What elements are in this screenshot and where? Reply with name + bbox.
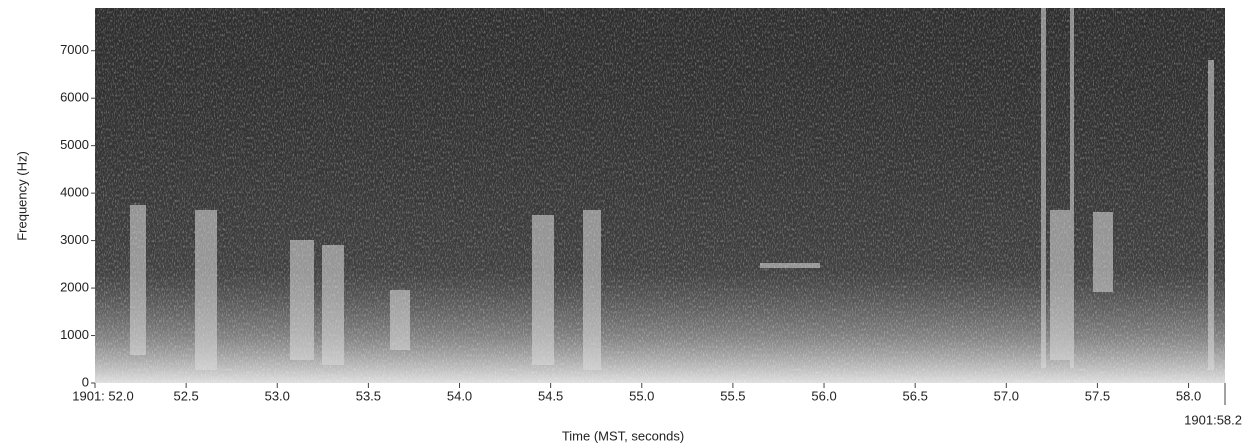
y-tick-label: 7000 [60, 42, 89, 57]
x-tick-label: 53.5 [356, 388, 381, 403]
x-tick-label: 52.5 [173, 388, 198, 403]
x-tick-label: 57.5 [1085, 388, 1110, 403]
x-tick-label: 57.0 [994, 388, 1019, 403]
y-tick-label: 0 [82, 374, 89, 389]
x-axis-label: Time (MST, seconds) [562, 428, 684, 443]
x-tick-label: 1901: 52.0 [72, 388, 133, 403]
spectrogram-streaks [130, 8, 1214, 370]
y-tick-label: 4000 [60, 185, 89, 200]
spectrogram-noise [95, 8, 1225, 383]
y-tick-label: 6000 [60, 90, 89, 105]
y-tick-label: 3000 [60, 232, 89, 247]
x-tick-label: 55.0 [629, 388, 654, 403]
y-tick-label: 1000 [60, 327, 89, 342]
x-tick-label: 1901:58.2 [1184, 412, 1242, 427]
y-axis-label: Frequency (Hz) [14, 151, 29, 241]
y-tick-label: 5000 [60, 137, 89, 152]
x-tick-label: 54.0 [447, 388, 472, 403]
spectrogram [95, 8, 1225, 383]
x-tick-label: 58.0 [1176, 388, 1201, 403]
x-tick-label: 56.0 [811, 388, 836, 403]
x-tick-label: 54.5 [538, 388, 563, 403]
y-tick-label: 2000 [60, 280, 89, 295]
x-tick-label: 55.5 [720, 388, 745, 403]
x-tick-label: 56.5 [903, 388, 928, 403]
x-tick-label: 53.0 [265, 388, 290, 403]
